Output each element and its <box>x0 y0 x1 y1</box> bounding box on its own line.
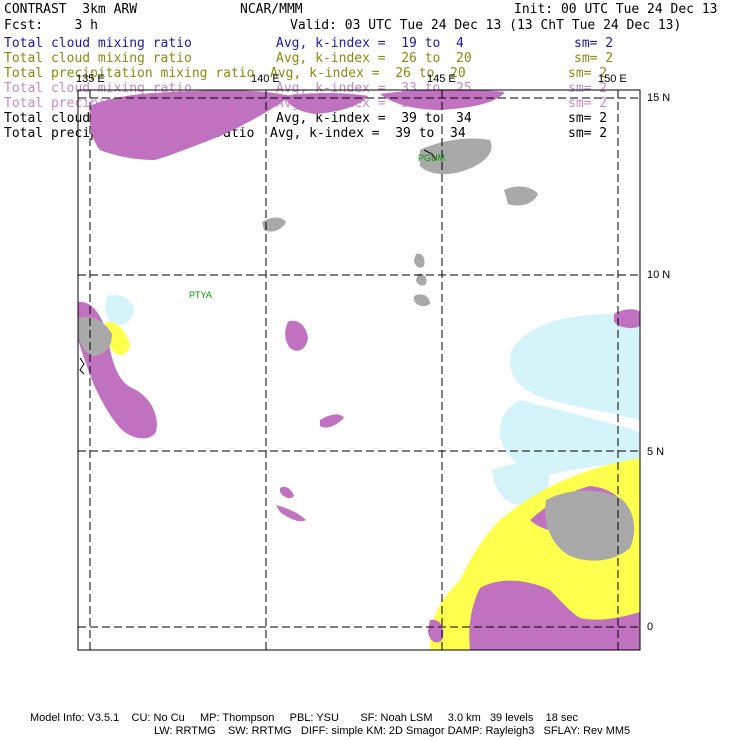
station-label: PTYA <box>189 290 212 300</box>
latlon-grid <box>78 90 640 650</box>
forecast-hour: Fcst: 3 h <box>4 18 98 33</box>
field-name: Total precipitation mixing ratio <box>4 66 255 81</box>
field-avg: Avg, k-index = 39 to 34 <box>270 126 466 141</box>
lat-label: 0 <box>647 621 654 633</box>
model-info-line2: LW: RRTMG SW: RRTMG DIFF: simple KM: 2D … <box>154 725 631 737</box>
field-sm: sm= 2 <box>568 66 608 81</box>
field-avg: Avg, k-index = 26 to 20 <box>276 51 472 66</box>
model-title: CONTRAST 3km ARW <box>4 2 138 17</box>
field-sm: sm= 2 <box>568 126 608 141</box>
lat-label: 15 N <box>647 92 671 104</box>
map-frame <box>77 89 641 651</box>
field-sm: sm= 2 <box>574 36 614 51</box>
station-label: PGUM <box>418 153 445 163</box>
lon-label: 135 E <box>76 73 105 85</box>
valid-time: Valid: 03 UTC Tue 24 Dec 13 (13 ChT Tue … <box>290 18 682 33</box>
field-avg: Avg, k-index = 26 to 20 <box>270 66 466 81</box>
init-time: Init: 00 UTC Tue 24 Dec 13 <box>514 2 718 17</box>
lat-label: 10 N <box>647 269 671 281</box>
lon-label: 140 E <box>251 73 280 85</box>
field-name: Total cloud mixing ratio <box>4 81 192 96</box>
lon-label: 150 E <box>598 73 627 85</box>
model-info-line1: Model Info: V3.5.1 CU: No Cu MP: Thompso… <box>30 712 578 724</box>
lat-label: 5 N <box>647 446 665 458</box>
cyan-cloud-shading <box>105 294 640 506</box>
field-sm: sm= 2 <box>568 96 608 111</box>
field-sm: sm= 2 <box>568 111 608 126</box>
field-avg: Avg, k-index = 19 to 4 <box>276 36 464 51</box>
gray-cloud-shading <box>78 138 635 561</box>
field-sm: sm= 2 <box>574 51 614 66</box>
field-name: Total cloud mixing ratio <box>4 36 192 51</box>
field-avg: Avg, k-index = 39 to 34 <box>276 111 472 126</box>
coastlines <box>79 149 437 375</box>
center-name: NCAR/MMM <box>240 2 303 17</box>
field-name: Total cloud mixing ratio <box>4 51 192 66</box>
lon-label: 145 E <box>427 73 456 85</box>
field-sm: sm= 2 <box>568 81 608 96</box>
magenta-cloud-shading <box>78 89 640 650</box>
